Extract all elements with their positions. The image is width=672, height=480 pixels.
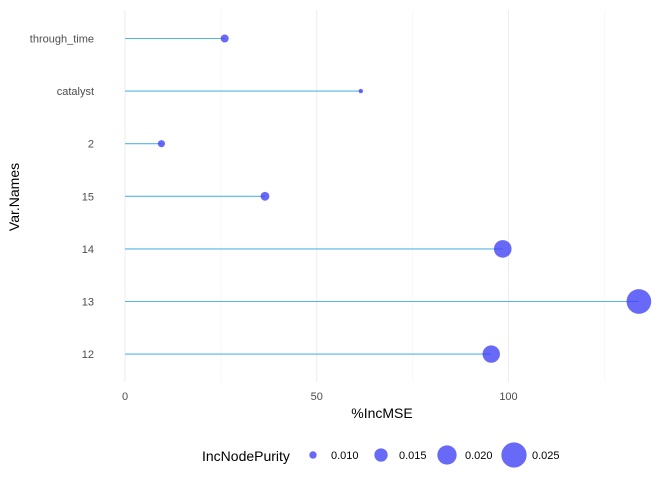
legend-key-circle: [501, 442, 527, 468]
lollipop-point: [482, 345, 500, 363]
chart-marks: [125, 34, 652, 363]
lollipop-point: [626, 289, 652, 314]
lollipop-point: [157, 140, 166, 148]
lollipop-point: [220, 34, 229, 43]
legend-label: 0.010: [331, 450, 359, 462]
legend-key-circle: [309, 451, 317, 459]
x-tick-label: 100: [499, 391, 517, 403]
legend-label: 0.025: [532, 450, 560, 462]
y-tick-labels: through_time catalyst 2 15 14 13 12: [30, 34, 94, 362]
legend-key-circle: [374, 448, 388, 462]
lollipop-point: [260, 191, 270, 201]
x-axis-title: %IncMSE: [351, 405, 412, 421]
y-tick-label: 2: [88, 139, 94, 151]
y-tick-label: 14: [82, 244, 94, 256]
y-tick-label: through_time: [30, 34, 94, 46]
lollipop-point: [358, 88, 364, 94]
y-tick-label: 12: [82, 349, 94, 361]
x-tick-label: 50: [311, 391, 323, 403]
legend: IncNodePurity 0.010 0.015 0.020 0.025: [202, 442, 560, 468]
grid-lines: [124, 10, 605, 382]
legend-title: IncNodePurity: [202, 448, 290, 464]
legend-label: 0.020: [465, 450, 493, 462]
x-tick-label: 0: [122, 391, 128, 403]
legend-key-circle: [437, 445, 457, 465]
legend-items: 0.010 0.015 0.020 0.025: [309, 442, 560, 468]
legend-label: 0.015: [399, 450, 427, 462]
y-tick-label: 15: [82, 191, 94, 203]
lollipop-point: [493, 240, 512, 258]
x-tick-labels: 0 50 100: [122, 391, 518, 403]
y-tick-label: 13: [82, 297, 94, 309]
y-tick-label: catalyst: [57, 86, 94, 98]
y-axis-title: Var.Names: [6, 163, 22, 231]
